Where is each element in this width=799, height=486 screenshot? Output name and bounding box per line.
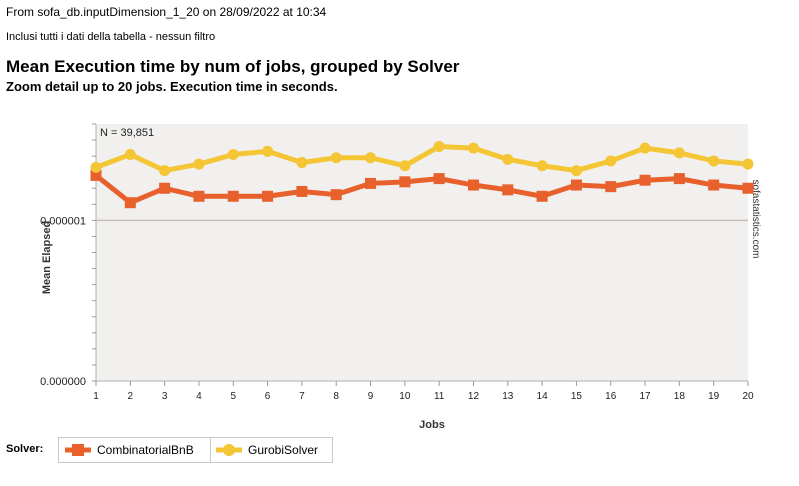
x-tick-label: 12	[468, 391, 480, 402]
data-point	[262, 145, 274, 157]
x-tick-label: 16	[605, 391, 617, 402]
y-tick-label: 0.000000	[40, 376, 86, 388]
data-point	[193, 190, 205, 202]
chart-subtitle: Zoom detail up to 20 jobs. Execution tim…	[6, 79, 338, 94]
filter-line: Inclusi tutti i dati della tabella - nes…	[6, 31, 216, 43]
source-line: From sofa_db.inputDimension_1_20 on 28/0…	[6, 5, 327, 19]
data-point	[502, 184, 514, 196]
data-point	[570, 165, 582, 177]
data-point	[639, 142, 651, 154]
data-point	[605, 155, 617, 167]
data-point	[536, 160, 548, 172]
data-point	[673, 147, 685, 159]
data-point	[708, 179, 720, 191]
data-point	[742, 158, 754, 170]
data-point	[90, 169, 102, 181]
data-point	[365, 152, 377, 164]
x-tick-label: 20	[742, 391, 754, 402]
x-tick-label: 14	[537, 391, 549, 402]
data-point	[296, 157, 308, 169]
data-point	[330, 189, 342, 201]
data-point	[399, 160, 411, 172]
data-point	[365, 177, 377, 189]
x-tick-label: 17	[639, 391, 651, 402]
data-point	[536, 190, 548, 202]
x-tick-label: 15	[571, 391, 583, 402]
legend-divider	[210, 438, 211, 462]
data-point	[193, 158, 205, 170]
data-point	[159, 165, 171, 177]
x-tick-label: 2	[128, 391, 134, 402]
x-tick-label: 9	[368, 391, 374, 402]
x-tick-label: 18	[674, 391, 686, 402]
data-point	[330, 152, 342, 164]
x-tick-label: 5	[230, 391, 236, 402]
data-point	[399, 176, 411, 188]
series-line-gurobisolver	[95, 143, 749, 174]
x-tick-label: 8	[333, 391, 339, 402]
x-tick-label: 10	[399, 391, 411, 402]
data-point	[433, 140, 445, 152]
watermark: sofastatistics.com	[750, 180, 761, 259]
n-count-label: N = 39,851	[100, 127, 154, 139]
data-point	[227, 190, 239, 202]
legend-item-combinatorialbnb: CombinatorialBnB	[63, 438, 194, 462]
legend: CombinatorialBnB GurobiSolver	[58, 437, 333, 463]
data-point	[570, 179, 582, 191]
yellow-circle-marker-icon	[216, 444, 242, 456]
x-tick-label: 1	[93, 391, 99, 402]
y-axis-label: Mean Elapsed	[41, 221, 53, 294]
data-point	[124, 149, 136, 161]
x-tick-label: 19	[708, 391, 720, 402]
data-point	[467, 179, 479, 191]
series-line-combinatorialbnb	[94, 173, 749, 206]
data-point	[124, 197, 136, 209]
data-point	[708, 155, 720, 167]
data-point	[262, 190, 274, 202]
x-tick-label: 7	[299, 391, 305, 402]
x-tick-label: 3	[162, 391, 168, 402]
legend-title: Solver:	[6, 443, 44, 455]
y-tick-label: 0.000001	[40, 215, 86, 227]
plot-area	[96, 124, 748, 381]
legend-label-combinatorialbnb: CombinatorialBnB	[97, 443, 194, 457]
data-point	[605, 181, 617, 193]
data-point	[296, 185, 308, 197]
orange-square-marker-icon	[65, 444, 91, 456]
x-tick-label: 13	[502, 391, 514, 402]
data-point	[433, 173, 445, 185]
data-point	[742, 182, 754, 194]
chart-title: Mean Execution time by num of jobs, grou…	[6, 57, 460, 76]
data-point	[467, 142, 479, 154]
x-tick-label: 11	[434, 391, 445, 402]
legend-item-gurobisolver: GurobiSolver	[214, 438, 318, 462]
x-tick-label: 6	[265, 391, 271, 402]
legend-label-gurobisolver: GurobiSolver	[248, 443, 319, 457]
data-point	[90, 161, 102, 173]
data-point	[502, 153, 514, 165]
data-point	[227, 149, 239, 161]
data-point	[673, 173, 685, 185]
x-axis-label: Jobs	[419, 419, 445, 431]
data-point	[159, 182, 171, 194]
data-point	[639, 174, 651, 186]
x-tick-label: 4	[196, 391, 202, 402]
